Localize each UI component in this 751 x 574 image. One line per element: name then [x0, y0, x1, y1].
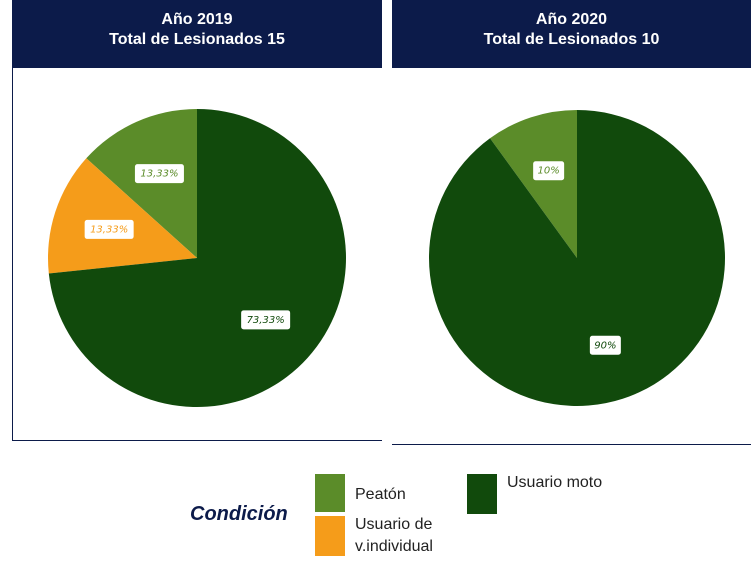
- value-label-box: [83, 218, 135, 240]
- legend-label: Usuario moto: [507, 474, 603, 491]
- header: Año 2019 Total de Lesionados 15: [12, 0, 382, 68]
- pie-slice: [429, 110, 725, 406]
- value-label-box: [240, 309, 292, 331]
- value-label-box: [588, 334, 622, 356]
- pie-slice: [490, 110, 577, 258]
- value-label: 10%: [538, 166, 560, 177]
- value-label-box: [532, 160, 566, 182]
- pie-slice: [48, 109, 347, 407]
- header: Año 2020 Total de Lesionados 10: [392, 0, 751, 68]
- legend-label: Usuario de v.individual: [355, 516, 433, 555]
- legend-title: Condición: [190, 503, 288, 525]
- pie-slice: [48, 158, 197, 274]
- value-label: 90%: [594, 340, 616, 351]
- legend-swatch: [315, 474, 345, 512]
- legend-swatch: [315, 516, 345, 556]
- value-label: 13,33%: [90, 224, 128, 235]
- legend-swatch: [467, 474, 497, 514]
- chart-subtitle: Total de Lesionados 15: [109, 31, 285, 48]
- chart-title: Año 2019: [161, 11, 233, 28]
- chart-title: Año 2020: [535, 11, 608, 28]
- legend-label: Peatón: [355, 486, 406, 503]
- value-label: 13,33%: [140, 169, 178, 180]
- chart-subtitle: Total de Lesionados 10: [483, 31, 660, 48]
- value-label-box: [133, 163, 185, 185]
- value-label: 73,33%: [247, 315, 285, 326]
